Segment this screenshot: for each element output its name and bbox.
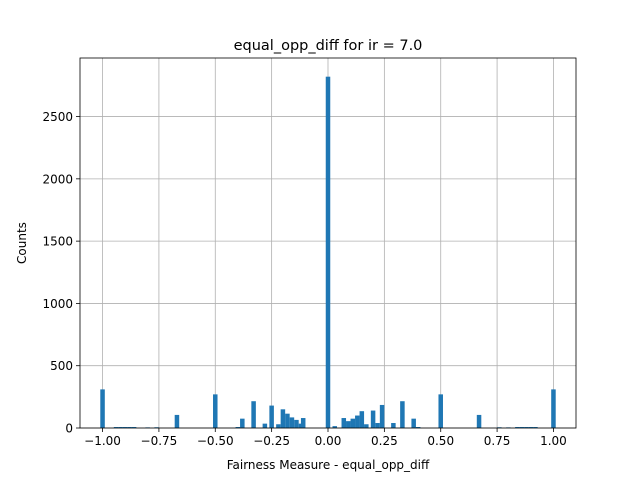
histogram-bar bbox=[346, 421, 351, 428]
histogram-bar bbox=[551, 389, 556, 428]
histogram-bar bbox=[127, 427, 132, 428]
histogram-bar bbox=[174, 414, 180, 428]
histogram-bar bbox=[118, 427, 123, 428]
y-axis-ticks: 0 500 1000 1500 2000 2500 bbox=[42, 110, 80, 436]
histogram-bar bbox=[280, 409, 286, 428]
histogram-bar bbox=[524, 427, 529, 428]
x-tick-label: 0.50 bbox=[427, 434, 454, 448]
histogram-bar bbox=[276, 424, 281, 428]
y-tick-label: 500 bbox=[50, 359, 73, 373]
histogram-bar bbox=[375, 423, 380, 428]
histogram-bar bbox=[122, 427, 128, 428]
histogram-bar bbox=[364, 424, 369, 428]
x-tick-label: 0.75 bbox=[484, 434, 511, 448]
histogram-bar bbox=[262, 423, 268, 428]
histogram-bar bbox=[341, 418, 347, 428]
x-tick-label: 0.25 bbox=[371, 434, 398, 448]
histogram-bar bbox=[411, 418, 416, 428]
histogram-bar bbox=[400, 401, 405, 428]
histogram-bar bbox=[269, 405, 274, 428]
histogram-bar bbox=[519, 427, 525, 428]
x-tick-label: −1.00 bbox=[84, 434, 121, 448]
x-tick-label: 1.00 bbox=[540, 434, 567, 448]
histogram-bar bbox=[300, 418, 306, 428]
x-tick-label: 0.00 bbox=[315, 434, 342, 448]
histogram-bar bbox=[325, 76, 331, 429]
y-tick-label: 2500 bbox=[42, 110, 73, 124]
histogram-bar bbox=[528, 427, 534, 428]
histogram-bar bbox=[294, 419, 299, 428]
histogram-bar bbox=[370, 410, 376, 428]
histogram-bar bbox=[113, 427, 119, 428]
histogram-bar bbox=[332, 426, 338, 428]
histogram-bar bbox=[131, 427, 137, 428]
x-tick-label: −0.75 bbox=[141, 434, 178, 448]
histogram-bar bbox=[285, 413, 290, 428]
histogram-bar bbox=[476, 414, 482, 428]
histogram-bar bbox=[515, 427, 520, 428]
histogram-bar bbox=[289, 417, 295, 428]
histogram-bar bbox=[350, 418, 356, 428]
x-tick-label: −0.25 bbox=[253, 434, 290, 448]
histogram-bar bbox=[438, 394, 443, 428]
histogram-bar bbox=[391, 423, 396, 428]
histogram-bar bbox=[235, 427, 241, 428]
y-tick-label: 0 bbox=[65, 422, 73, 436]
histogram-bar bbox=[355, 415, 360, 428]
histogram-bar bbox=[379, 404, 385, 428]
x-tick-label: −0.50 bbox=[197, 434, 234, 448]
histogram-bar bbox=[251, 401, 256, 428]
y-axis-label: Counts bbox=[15, 222, 29, 264]
histogram-bar bbox=[359, 411, 365, 428]
histogram-bar bbox=[213, 394, 218, 428]
x-axis-ticks: −1.00 −0.75 −0.50 −0.25 0.00 0.25 0.50 0.75 1.00 bbox=[84, 428, 567, 448]
y-tick-label: 1500 bbox=[42, 235, 73, 249]
histogram-bar bbox=[240, 418, 245, 428]
y-tick-label: 1000 bbox=[42, 297, 73, 311]
histogram-bar bbox=[533, 427, 538, 428]
histogram-bars bbox=[100, 76, 556, 429]
y-tick-label: 2000 bbox=[42, 172, 73, 186]
x-axis-label: Fairness Measure - equal_opp_diff bbox=[227, 458, 430, 472]
histogram-bar bbox=[415, 427, 421, 428]
histogram-bar bbox=[100, 389, 105, 428]
chart-title: equal_opp_diff for ir = 7.0 bbox=[234, 38, 423, 54]
